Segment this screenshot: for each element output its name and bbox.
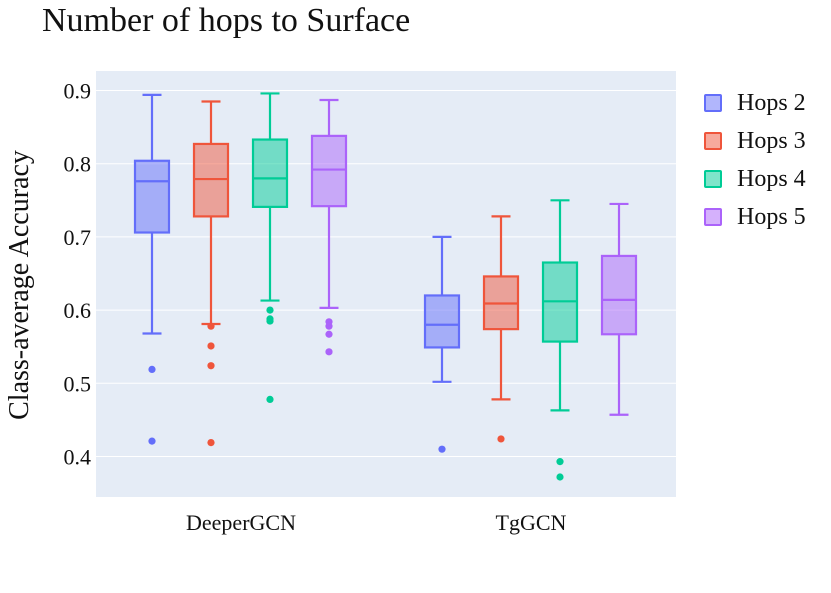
- outlier-point: [148, 365, 156, 373]
- legend-swatch: [704, 132, 722, 150]
- outlier-point: [148, 437, 156, 445]
- outlier-point: [207, 342, 215, 350]
- box-hops-5-tggcn: [600, 202, 638, 416]
- y-tick-label: 0.4: [64, 445, 92, 470]
- legend-item-hops-4[interactable]: Hops 4: [704, 160, 806, 198]
- legend-swatch: [704, 94, 722, 112]
- outlier-point: [325, 322, 333, 330]
- outlier-point: [266, 317, 274, 325]
- y-tick-label: 0.9: [64, 79, 92, 104]
- outlier-point: [266, 395, 274, 404]
- box-hops-2-deepergcn: [133, 93, 171, 445]
- outlier-point: [556, 473, 564, 481]
- legend-item-hops-3[interactable]: Hops 3: [704, 122, 806, 160]
- legend-item-hops-2[interactable]: Hops 2: [704, 84, 806, 122]
- outlier-point: [325, 348, 333, 356]
- outlier-point: [207, 362, 215, 370]
- box-iqr: [600, 254, 638, 336]
- legend-swatch: [704, 208, 722, 226]
- outlier-point: [207, 438, 215, 447]
- outlier-point: [266, 306, 274, 314]
- box-iqr: [251, 138, 289, 208]
- x-tick-labels: DeeperGCN TgGCN: [186, 510, 567, 535]
- box-iqr: [133, 159, 171, 234]
- box-iqr: [423, 294, 461, 349]
- box-hops-4-deepergcn: [251, 92, 289, 404]
- x-tick-label: TgGCN: [496, 510, 567, 535]
- outlier-point: [497, 435, 505, 443]
- y-tick-label: 0.7: [64, 225, 92, 250]
- box-iqr: [310, 134, 348, 208]
- legend-label: Hops 3: [737, 127, 806, 154]
- box-hops-3-deepergcn: [192, 100, 230, 447]
- box-hops-4-tggcn: [541, 199, 579, 481]
- box-hops-3-tggcn: [482, 215, 520, 443]
- chart-title: Number of hops to Surface: [42, 2, 411, 39]
- outlier-point: [325, 330, 333, 338]
- y-tick-labels: 0.4 0.5 0.6 0.7 0.8 0.9: [64, 79, 92, 470]
- legend-item-hops-5[interactable]: Hops 5: [704, 198, 806, 236]
- y-tick-label: 0.8: [64, 152, 92, 177]
- legend-swatch: [704, 170, 722, 188]
- outlier-point: [438, 445, 446, 453]
- legend: Hops 2 Hops 3 Hops 4 Hops 5: [704, 84, 806, 236]
- box-hops-5-deepergcn: [310, 98, 348, 356]
- legend-label: Hops 4: [737, 165, 806, 192]
- gridlines: [96, 90, 676, 457]
- plot-background: [96, 71, 676, 497]
- legend-label: Hops 2: [737, 89, 806, 116]
- x-tick-label: DeeperGCN: [186, 510, 296, 535]
- box-hops-2-tggcn: [423, 235, 461, 453]
- y-tick-label: 0.6: [64, 298, 92, 323]
- outlier-point: [556, 458, 564, 466]
- box-traces: [133, 92, 638, 481]
- y-tick-label: 0.5: [64, 371, 92, 396]
- legend-label: Hops 5: [737, 203, 806, 230]
- outlier-point: [207, 322, 215, 330]
